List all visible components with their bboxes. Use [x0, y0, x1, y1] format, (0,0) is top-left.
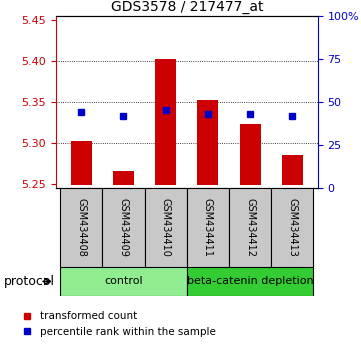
Bar — [71, 141, 92, 185]
Bar — [145, 188, 187, 267]
Bar — [197, 100, 218, 185]
Bar — [187, 267, 313, 296]
Bar — [271, 188, 313, 267]
Text: control: control — [104, 276, 143, 286]
Bar — [60, 267, 187, 296]
Text: GSM434408: GSM434408 — [76, 198, 86, 257]
Bar — [229, 188, 271, 267]
Text: GSM434411: GSM434411 — [203, 198, 213, 257]
Text: beta-catenin depletion: beta-catenin depletion — [187, 276, 313, 286]
Bar — [103, 188, 145, 267]
Bar — [240, 124, 261, 185]
Text: protocol: protocol — [4, 275, 55, 288]
Text: GSM434410: GSM434410 — [161, 198, 171, 257]
Text: GSM434413: GSM434413 — [287, 198, 297, 257]
Text: GSM434409: GSM434409 — [118, 198, 129, 257]
Bar — [155, 59, 176, 185]
Legend: transformed count, percentile rank within the sample: transformed count, percentile rank withi… — [23, 311, 216, 337]
Bar — [187, 188, 229, 267]
Bar — [282, 155, 303, 185]
Bar — [113, 171, 134, 185]
Text: GSM434412: GSM434412 — [245, 198, 255, 257]
Title: GDS3578 / 217477_at: GDS3578 / 217477_at — [110, 0, 263, 13]
Bar — [60, 188, 103, 267]
